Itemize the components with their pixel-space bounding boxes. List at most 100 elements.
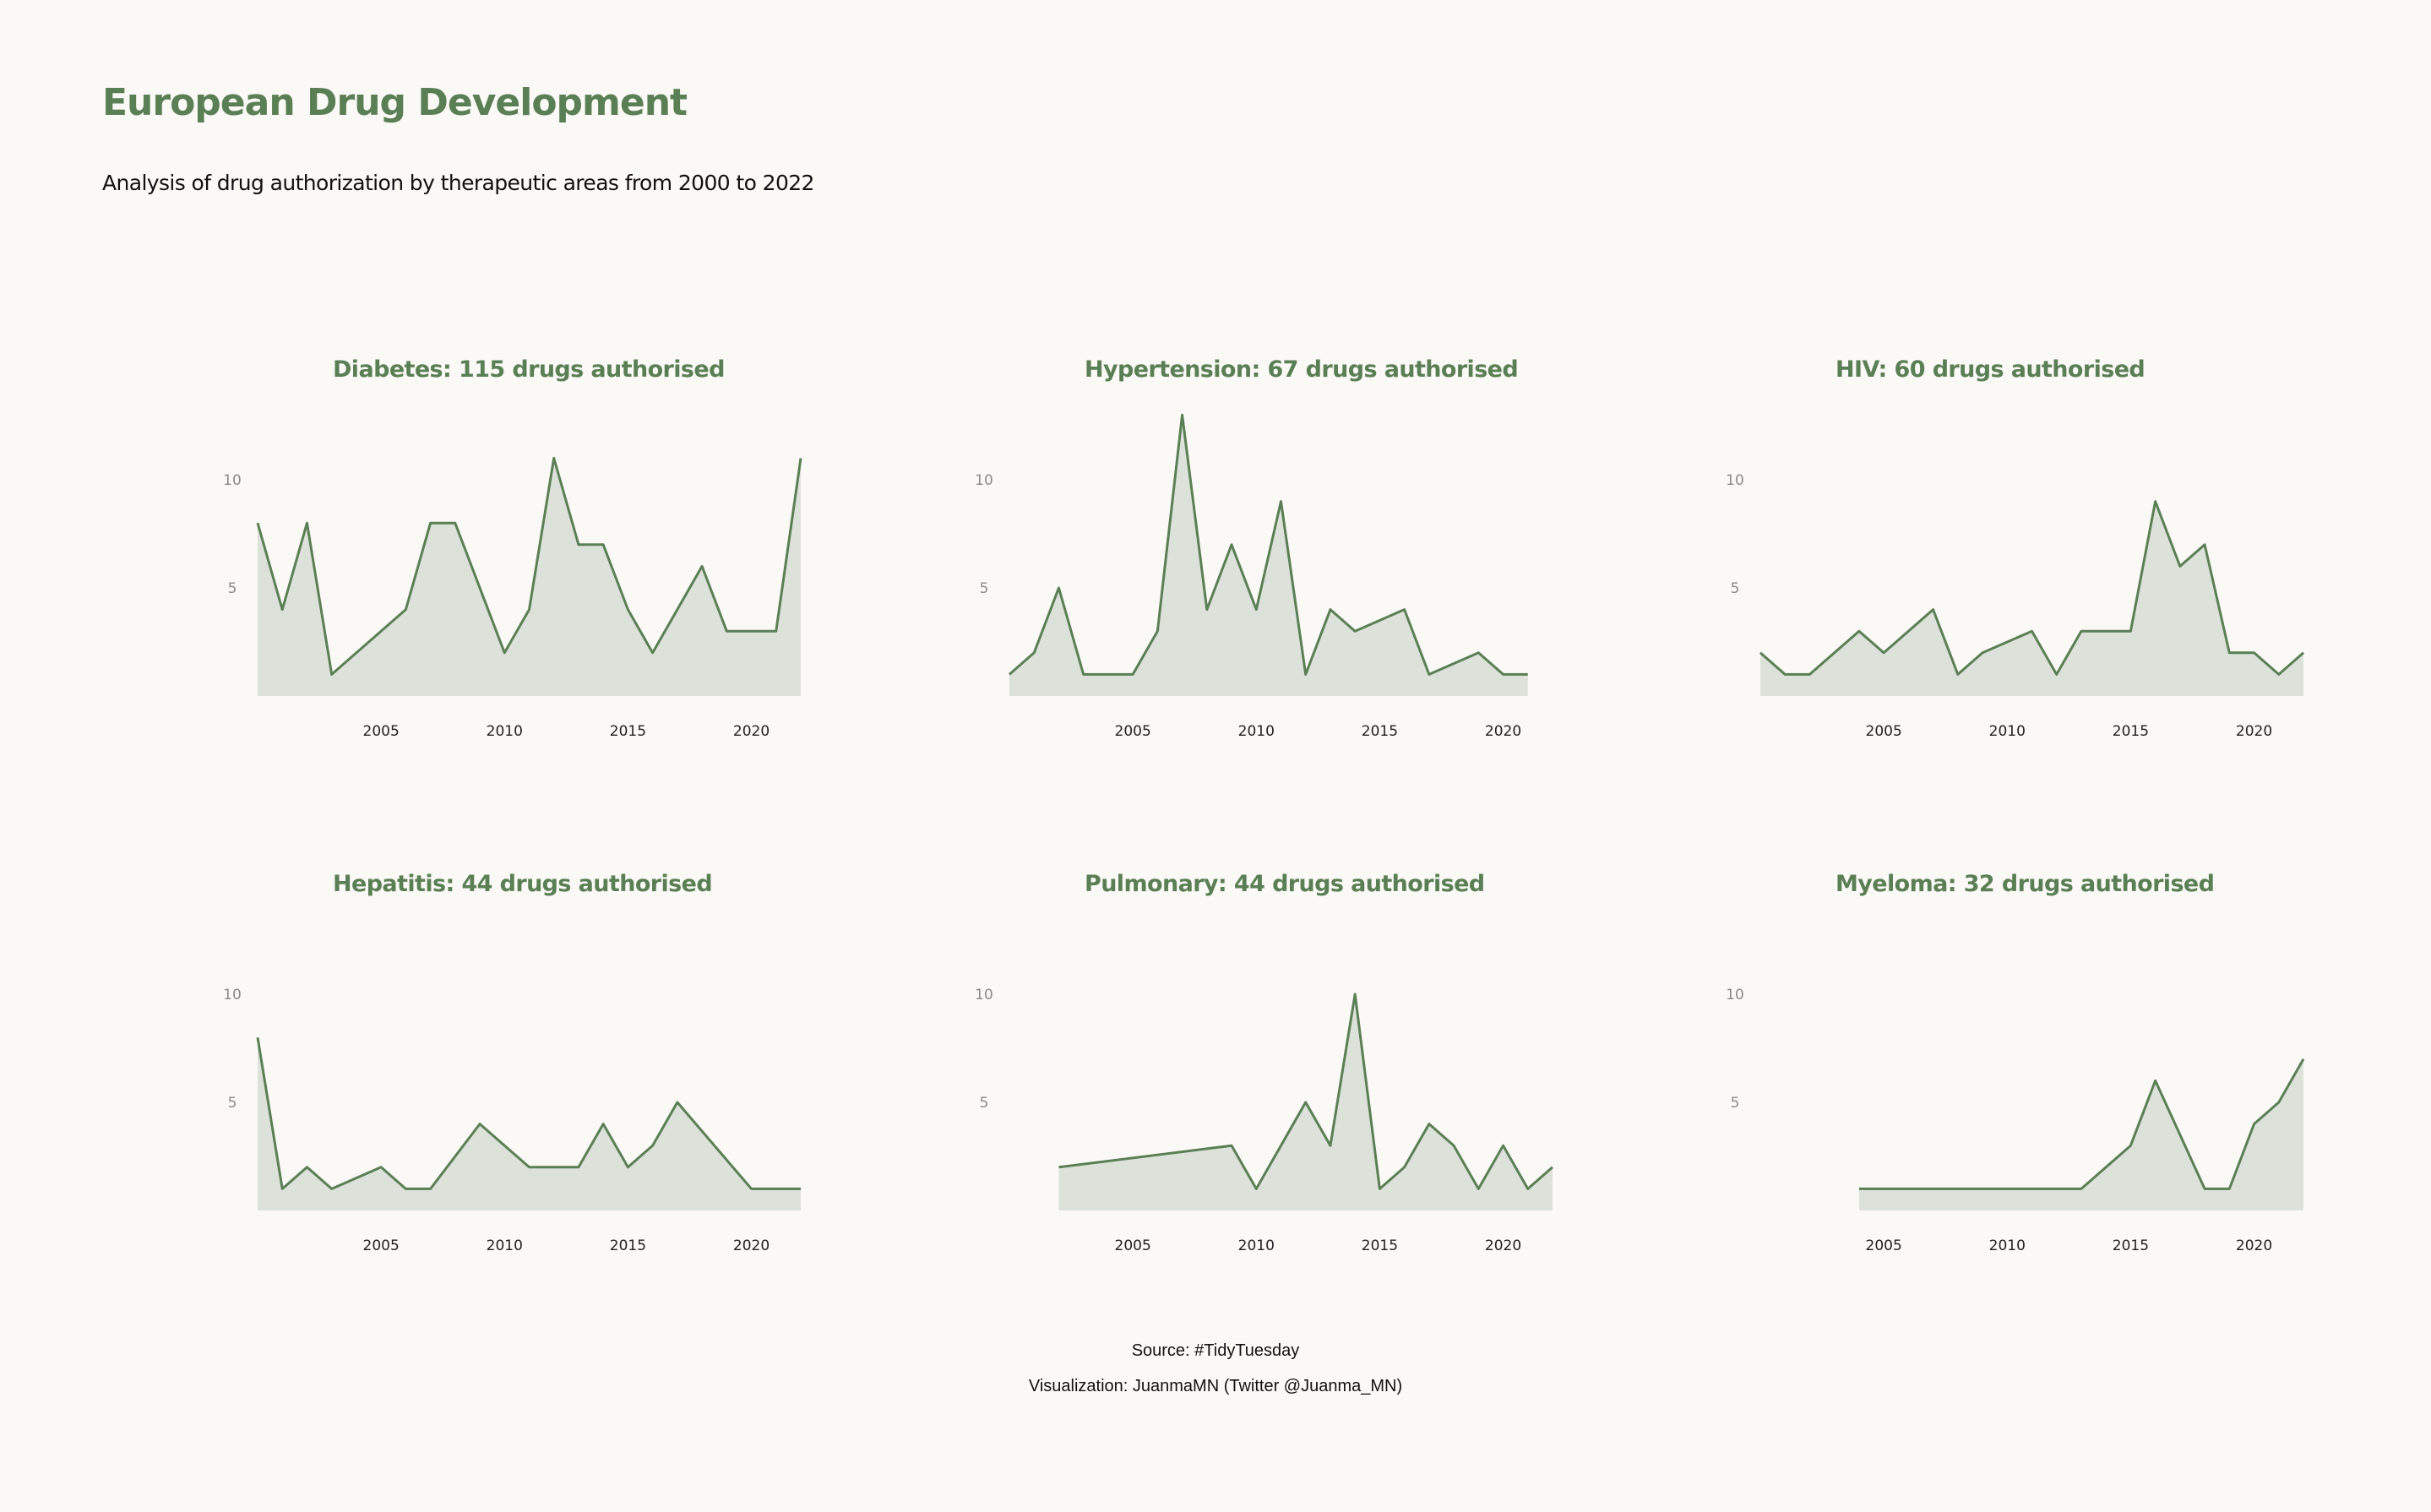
data-point [1131, 672, 1134, 676]
data-point [1032, 651, 1036, 655]
data-point [528, 608, 531, 612]
x-tick-label: 2010 [487, 723, 523, 740]
x-tick-label: 2015 [1362, 1237, 1398, 1254]
data-point [1981, 651, 1984, 655]
data-point [1353, 993, 1357, 996]
data-point [2253, 651, 2256, 655]
series-line [1009, 413, 1528, 676]
data-point [1205, 608, 1209, 612]
y-tick-label: 10 [223, 472, 242, 489]
data-point [1280, 500, 1283, 503]
source-caption: Source: #TidyTuesday [1131, 1341, 1300, 1360]
data-point [1526, 672, 1530, 676]
data-point [725, 629, 728, 633]
series-line [1759, 500, 2304, 676]
data-point [700, 564, 704, 568]
x-tick-label: 2005 [363, 723, 400, 740]
data-point [2154, 1079, 2157, 1082]
data-point [2203, 1187, 2206, 1190]
data-point [1526, 1187, 1530, 1190]
chart-grid: Diabetes: 115 drugs authorised 5 10 2005 201… [223, 356, 2305, 1254]
data-point [1857, 1187, 1861, 1190]
data-point [1932, 608, 1935, 612]
credit-caption: Visualization: JuanmaMN (Twitter @Juanma… [1028, 1377, 1403, 1395]
data-point [1329, 608, 1332, 612]
data-point [2227, 651, 2231, 655]
data-point [1808, 672, 1811, 676]
data-point [1254, 608, 1258, 612]
data-point [1304, 672, 1308, 676]
series-area [1858, 1058, 2303, 1210]
data-point [2154, 500, 2157, 503]
panel-title: Myeloma: 32 drugs authorised [1835, 871, 2214, 897]
x-tick-label: 2015 [610, 1237, 646, 1254]
data-point [2227, 1187, 2231, 1190]
x-tick-label: 2005 [1115, 1237, 1151, 1254]
data-point [2031, 629, 2034, 633]
data-point [1082, 672, 1085, 676]
y-tick-label: 5 [1731, 580, 1740, 597]
y-tick-label: 5 [228, 1095, 237, 1112]
x-tick-label: 2005 [1866, 723, 1902, 740]
data-point [256, 521, 259, 525]
data-point [577, 1166, 580, 1169]
data-point [2080, 1187, 2083, 1190]
panel-title: HIV: 60 drugs authorised [1835, 356, 2145, 383]
data-point [305, 521, 308, 525]
series-line [256, 1036, 801, 1190]
panel-2: HIV: 60 drugs authorised 5 10 2005 2010 2015 2… [1726, 356, 2304, 740]
data-point [1783, 672, 1787, 676]
series-line [1858, 1058, 2305, 1190]
panel-5: Myeloma: 32 drugs authorised 5 10 2005 2010 2… [1726, 871, 2305, 1254]
data-point [404, 1187, 407, 1190]
data-point [1452, 1144, 1455, 1147]
data-point [1156, 629, 1159, 633]
x-tick-label: 2020 [1485, 723, 1521, 740]
data-point [1304, 1101, 1308, 1104]
data-point [404, 608, 407, 612]
data-point [1378, 1187, 1381, 1190]
y-tick-label: 10 [223, 987, 242, 1003]
data-point [2129, 629, 2132, 633]
panel-title: Pulmonary: 44 drugs authorised [1085, 871, 1485, 897]
data-point [626, 608, 629, 612]
data-point [799, 456, 802, 460]
data-point [2055, 672, 2058, 676]
x-tick-label: 2010 [1238, 723, 1275, 740]
data-point [775, 629, 778, 633]
x-tick-label: 2005 [1115, 723, 1151, 740]
data-point [1759, 651, 1762, 655]
data-point [1057, 586, 1060, 590]
series-area [258, 458, 801, 696]
panel-0: Diabetes: 115 drugs authorised 5 10 2005 201… [223, 356, 802, 740]
data-point [1477, 651, 1480, 655]
data-point [651, 1144, 655, 1147]
x-tick-label: 2020 [1485, 1237, 1521, 1254]
data-point [1181, 413, 1184, 416]
data-point [1956, 672, 1960, 676]
data-point [2277, 1101, 2281, 1104]
y-tick-label: 5 [1731, 1095, 1740, 1112]
x-tick-label: 2020 [2236, 1237, 2272, 1254]
data-point [2129, 1144, 2132, 1147]
data-point [799, 1187, 802, 1190]
x-tick-label: 2010 [1989, 1237, 2026, 1254]
data-point [454, 521, 457, 525]
data-point [1882, 651, 1885, 655]
data-point [1477, 1187, 1480, 1190]
data-point [1403, 1166, 1406, 1169]
y-tick-label: 5 [228, 580, 237, 597]
page-title: European Drug Development [102, 81, 688, 124]
data-point [379, 1166, 383, 1169]
data-point [528, 1166, 531, 1169]
x-tick-label: 2005 [363, 1237, 400, 1254]
x-tick-label: 2015 [2113, 723, 2149, 740]
data-point [2277, 672, 2281, 676]
panel-3: Hepatitis: 44 drugs authorised 5 10 2005 201… [223, 871, 802, 1254]
x-tick-label: 2010 [1238, 1237, 1275, 1254]
panel-title: Hypertension: 67 drugs authorised [1085, 356, 1518, 383]
data-point [305, 1166, 308, 1169]
data-point [2178, 564, 2182, 568]
data-point [1254, 1187, 1258, 1190]
data-point [626, 1166, 629, 1169]
